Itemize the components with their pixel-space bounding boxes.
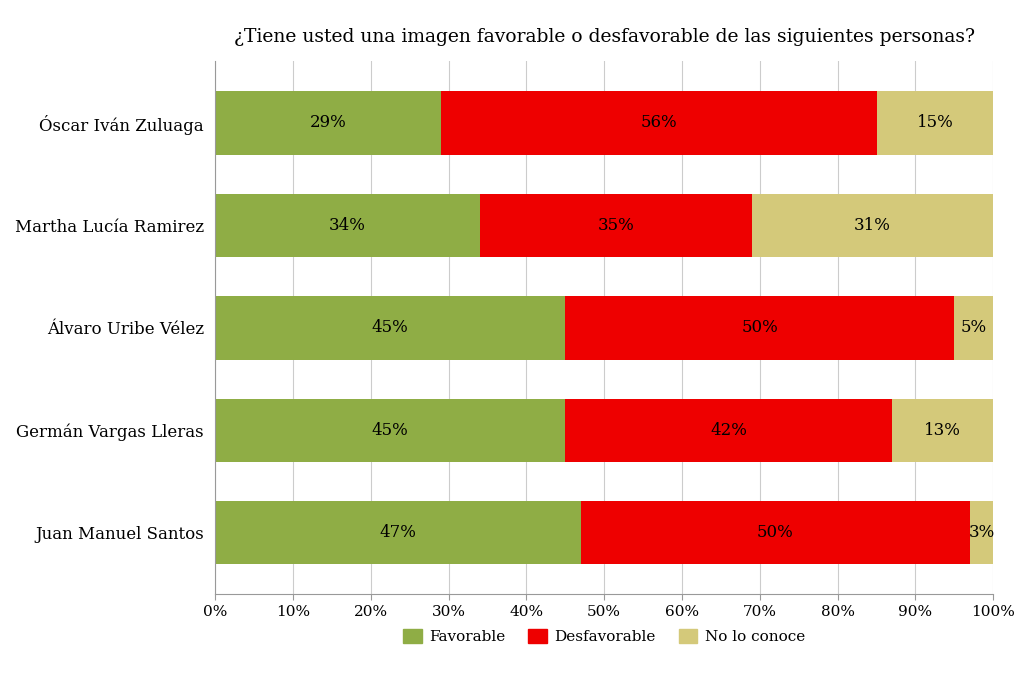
Text: 3%: 3% [969, 525, 994, 541]
Text: 15%: 15% [916, 115, 953, 131]
Bar [215, 194, 479, 257]
Title: ¿Tiene usted una imagen favorable o desfavorable de las siguientes personas?: ¿Tiene usted una imagen favorable o desf… [233, 28, 975, 46]
Bar [970, 501, 993, 564]
Bar [215, 501, 581, 564]
Bar [892, 398, 993, 462]
Text: 50%: 50% [741, 320, 778, 336]
Text: 50%: 50% [757, 525, 794, 541]
Bar [215, 91, 440, 154]
Text: 42%: 42% [711, 422, 748, 438]
Text: 56%: 56% [640, 115, 677, 131]
Text: 34%: 34% [329, 217, 366, 234]
Bar [752, 194, 993, 257]
Legend: Favorable, Desfavorable, No lo conoce: Favorable, Desfavorable, No lo conoce [397, 623, 811, 650]
Bar [479, 194, 752, 257]
Bar [565, 398, 892, 462]
Text: 45%: 45% [372, 320, 409, 336]
Text: 35%: 35% [597, 217, 634, 234]
Bar [215, 296, 565, 359]
Text: 5%: 5% [961, 320, 987, 336]
Bar [954, 296, 993, 359]
Bar [215, 398, 565, 462]
Bar [581, 501, 970, 564]
Bar [440, 91, 877, 154]
Bar [565, 296, 954, 359]
Text: 29%: 29% [309, 115, 346, 131]
Text: 45%: 45% [372, 422, 409, 438]
Text: 31%: 31% [854, 217, 891, 234]
Text: 47%: 47% [380, 525, 417, 541]
Text: 13%: 13% [925, 422, 962, 438]
Bar [877, 91, 993, 154]
